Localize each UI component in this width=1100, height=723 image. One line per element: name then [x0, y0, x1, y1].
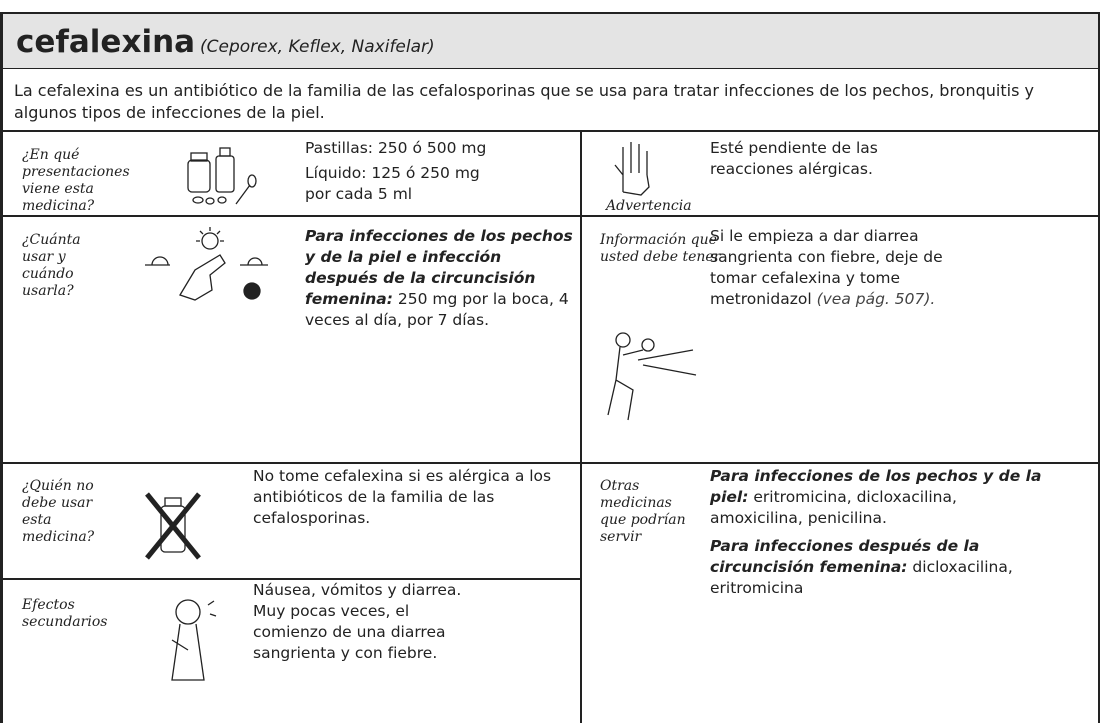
label: ¿Cuánta usar y cuándo usarla?	[22, 232, 81, 299]
label: ¿Quién no debe usar esta medicina?	[22, 478, 95, 545]
divider	[0, 130, 1100, 132]
header: cefalexina (Ceporex, Keflex, Naxifelar)	[16, 24, 435, 65]
title: cefalexina	[16, 24, 196, 60]
text: Pastillas: 250 ó 500 mg	[305, 139, 487, 157]
divider	[580, 215, 1100, 217]
text: eritromicina, dicloxacilina, amoxicilina…	[710, 488, 957, 527]
label: Otras medicinas que podrían servir	[600, 478, 686, 545]
label: ¿En qué presentaciones viene esta medici…	[22, 147, 130, 214]
alternative: Para infecciones después de la circuncis…	[710, 536, 1020, 599]
reference: (vea pág. 507).	[816, 290, 936, 308]
text: No tome cefalexina si es alérgica a los …	[253, 467, 552, 527]
brands: (Ceporex, Keflex, Naxifelar)	[200, 37, 435, 57]
divider	[580, 130, 582, 723]
text: 250 mg por la boca, 4 veces al día, por …	[305, 290, 569, 329]
alternative: Para infecciones de los pechos y de la p…	[710, 466, 1050, 529]
emphasis: Para infecciones de los pechos y de la p…	[710, 467, 1042, 506]
emphasis: Para infecciones después de la circuncis…	[710, 537, 980, 576]
text: Líquido: 125 ó 250 mg por cada 5 ml	[305, 164, 480, 203]
label: Información que usted debe tener	[600, 232, 721, 265]
right-border	[1098, 12, 1100, 723]
sun-hand-icon	[145, 227, 268, 301]
sick-woman-icon	[171, 599, 217, 681]
text: Si le empieza a dar diarrea sangrienta c…	[710, 227, 943, 308]
no-bottle-icon	[145, 492, 201, 560]
divider	[0, 462, 1100, 464]
label: Advertencia	[606, 198, 692, 214]
hand-icon	[614, 142, 650, 196]
header-box	[0, 12, 1100, 69]
text: dicloxacilina, eritromicina	[710, 558, 1013, 597]
divider	[0, 578, 580, 580]
care-icon	[607, 332, 697, 421]
dosage-text: Para infecciones de los pechos y de la p…	[305, 226, 575, 331]
text: Esté pendiente de las reacciones alérgic…	[710, 139, 878, 178]
description: La cefalexina es un antibiótico de la fa…	[14, 81, 1034, 122]
text: Náusea, vómitos y diarrea. Muy pocas vec…	[253, 581, 462, 662]
bottles-icon	[187, 147, 257, 205]
left-border	[0, 12, 3, 723]
emphasis: Para infecciones de los pechos y de la p…	[305, 227, 573, 308]
divider	[0, 215, 580, 217]
label: Efectos secundarios	[22, 597, 108, 630]
information-text: Si le empieza a dar diarrea sangrienta c…	[710, 226, 950, 310]
